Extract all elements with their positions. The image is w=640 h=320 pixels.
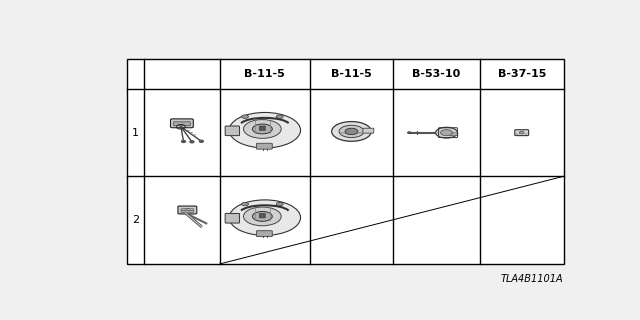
FancyBboxPatch shape xyxy=(257,143,272,149)
Circle shape xyxy=(241,115,248,118)
FancyBboxPatch shape xyxy=(178,206,196,214)
Text: 2: 2 xyxy=(132,215,139,225)
Circle shape xyxy=(229,200,301,236)
Circle shape xyxy=(436,127,458,138)
Circle shape xyxy=(332,122,371,141)
Circle shape xyxy=(190,141,194,143)
FancyBboxPatch shape xyxy=(181,211,194,212)
FancyBboxPatch shape xyxy=(257,231,272,236)
Circle shape xyxy=(229,112,301,148)
Circle shape xyxy=(252,124,272,134)
Text: B-37-15: B-37-15 xyxy=(497,69,546,79)
Circle shape xyxy=(200,140,204,142)
Circle shape xyxy=(519,132,524,134)
Circle shape xyxy=(339,125,364,138)
Text: B-11-5: B-11-5 xyxy=(331,69,372,79)
Text: B-53-10: B-53-10 xyxy=(412,69,461,79)
FancyBboxPatch shape xyxy=(363,128,374,133)
Circle shape xyxy=(252,212,272,221)
Text: TLA4B1101A: TLA4B1101A xyxy=(501,274,564,284)
Circle shape xyxy=(241,202,248,206)
Circle shape xyxy=(243,207,281,226)
Circle shape xyxy=(276,115,283,118)
Circle shape xyxy=(276,202,283,206)
FancyBboxPatch shape xyxy=(450,133,458,135)
Circle shape xyxy=(345,128,358,135)
Bar xyxy=(127,59,564,264)
Circle shape xyxy=(407,132,412,134)
FancyBboxPatch shape xyxy=(173,122,190,126)
Circle shape xyxy=(182,140,186,142)
FancyBboxPatch shape xyxy=(225,126,239,136)
FancyBboxPatch shape xyxy=(515,130,529,136)
Bar xyxy=(127,59,564,264)
FancyBboxPatch shape xyxy=(225,213,239,223)
Text: 1: 1 xyxy=(132,128,139,138)
FancyBboxPatch shape xyxy=(170,119,193,128)
Text: B-11-5: B-11-5 xyxy=(244,69,285,79)
Circle shape xyxy=(243,120,281,138)
FancyBboxPatch shape xyxy=(259,213,266,218)
FancyBboxPatch shape xyxy=(181,209,194,211)
FancyBboxPatch shape xyxy=(259,126,266,131)
Circle shape xyxy=(440,130,452,136)
